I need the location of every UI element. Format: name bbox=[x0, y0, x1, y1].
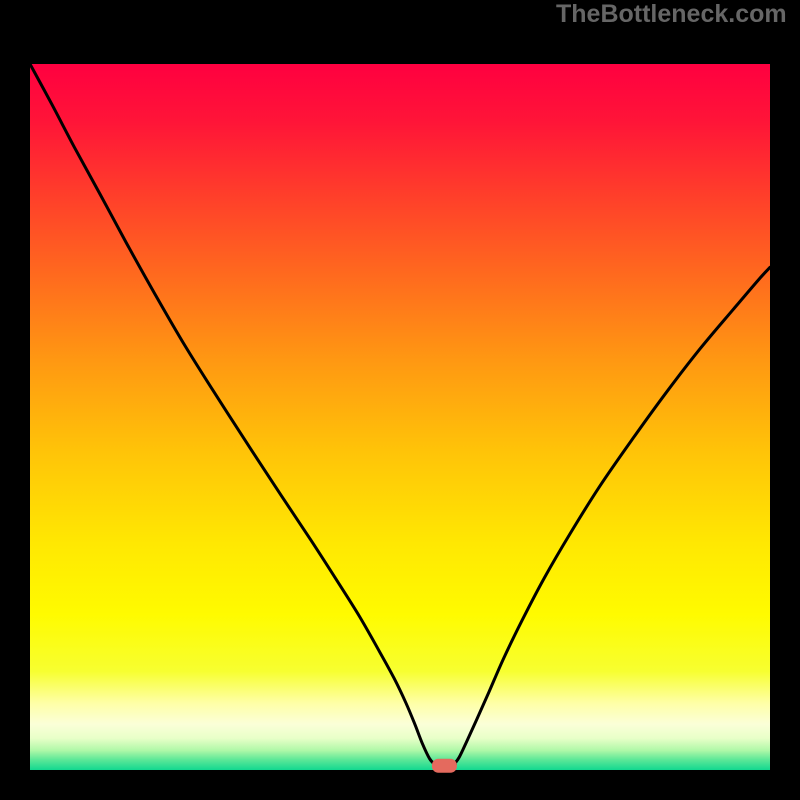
plot-area bbox=[30, 64, 770, 770]
bottleneck-chart bbox=[0, 0, 800, 800]
watermark-text: TheBottleneck.com bbox=[556, 0, 787, 29]
optimal-marker bbox=[432, 759, 456, 772]
